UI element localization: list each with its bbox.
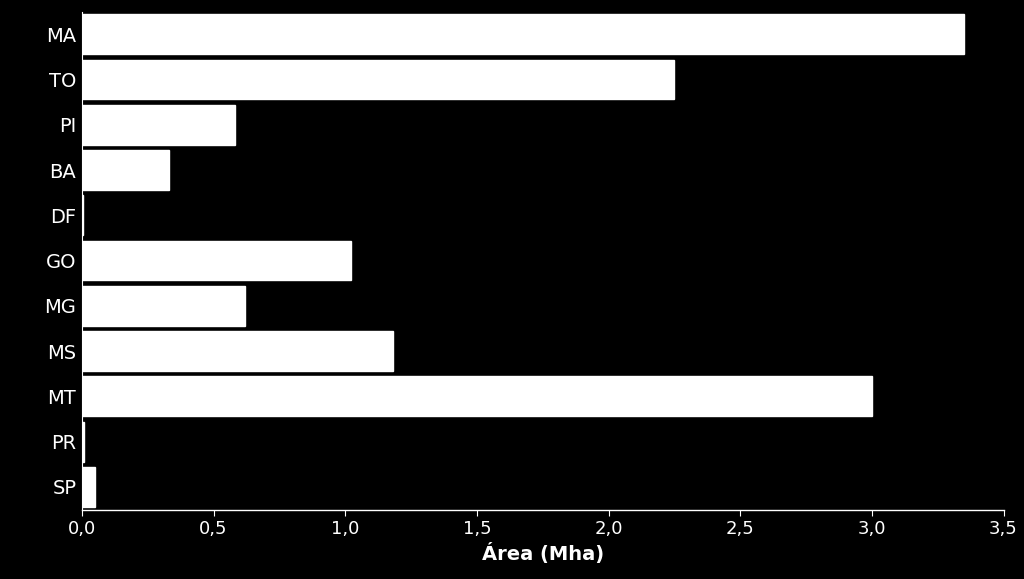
Bar (82, 467, 95, 507)
Bar (82, 14, 964, 54)
Bar (82, 60, 675, 100)
Bar (82, 150, 169, 190)
Bar (82, 422, 84, 461)
Bar (82, 376, 871, 416)
Bar (82, 331, 392, 371)
X-axis label: Área (Mha): Área (Mha) (481, 544, 604, 565)
Bar (82, 286, 245, 326)
Bar (82, 105, 234, 145)
Bar (82, 241, 350, 280)
Bar (82, 195, 83, 235)
